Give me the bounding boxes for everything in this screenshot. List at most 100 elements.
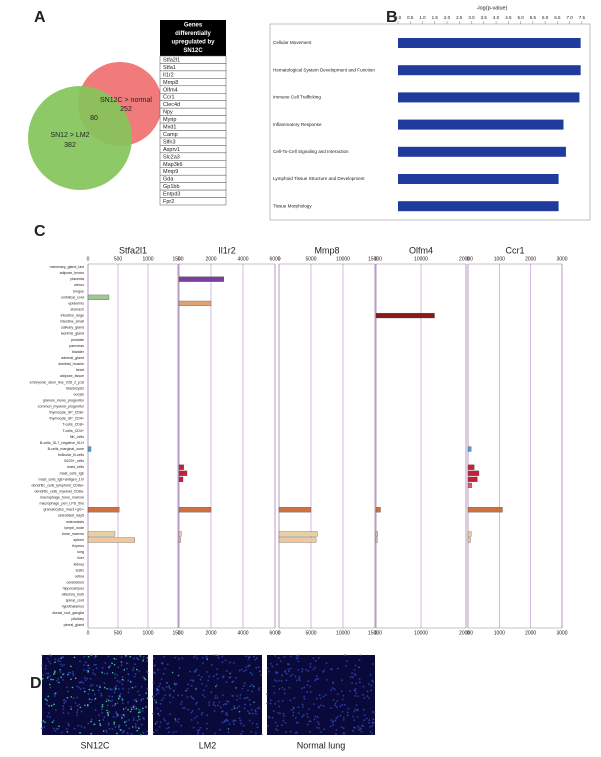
nucleus [113,704,116,707]
stain [238,710,241,713]
nucleus [222,694,224,697]
stain [106,711,109,714]
nucleus [146,670,149,673]
nucleus [138,670,141,672]
category-label: lymph_node [64,526,84,530]
nucleus [141,710,144,712]
nucleus [117,687,120,690]
stain [79,732,81,734]
nucleus [288,670,290,673]
table-header-text: Genes [184,23,203,29]
category-label: liver [77,556,84,560]
category-label: mast_cells_IgE+antigen_1hr [39,477,85,481]
table-cell [159,197,227,206]
nucleus [201,683,203,685]
nucleus [292,714,295,717]
nucleus [238,705,241,708]
bar [278,507,312,513]
nucleus [76,685,78,688]
nucleus [71,672,74,675]
nucleus [313,718,316,721]
nucleus [106,731,108,734]
category-label: mammary_gland_lact [50,265,84,269]
stain [107,714,110,717]
nucleus [297,677,300,680]
stain [99,724,102,727]
nucleus [48,660,50,663]
bar [375,507,381,513]
nucleus [260,674,262,676]
nucleus [290,655,292,658]
nucleus [318,727,321,729]
nucleus [359,727,361,730]
bar [278,531,318,537]
x-tick-label: 2.5 [456,15,463,20]
nucleus [266,702,268,705]
nucleus [248,698,251,701]
nucleus [242,724,245,727]
category-label: heart [76,368,84,372]
nucleus [315,675,318,677]
stain [143,677,146,680]
nucleus [159,682,162,685]
stain [71,686,74,689]
x-tick-label: 3000 [556,630,567,636]
table-cell-text: Myrip [163,117,176,123]
nucleus [269,702,272,705]
nucleus [205,655,208,658]
nucleus [309,665,312,668]
nucleus [44,667,47,670]
stain [116,732,118,735]
category-label: spinal_cord [66,599,84,603]
nucleus [84,676,86,679]
nucleus [246,696,249,699]
x-tick-label: 0 [467,256,470,262]
nucleus [83,726,86,729]
nucleus [247,710,249,713]
table-cell-text: Camp [163,132,178,138]
nucleus [250,708,253,711]
nucleus [236,707,239,709]
nucleus [74,702,77,704]
stain [129,655,132,658]
nucleus [181,657,184,660]
nucleus [186,687,189,690]
nucleus [331,721,334,724]
nucleus [154,672,157,674]
nucleus [302,714,305,716]
nucleus [342,694,345,697]
category-label: macrophage_bone_marrow [40,496,84,500]
nucleus [192,726,195,729]
nucleus [120,664,123,667]
nucleus [243,703,246,706]
stain [227,728,230,730]
bar [278,537,317,543]
stain [106,687,108,690]
nucleus [195,715,198,718]
nucleus [156,668,159,671]
nucleus [84,679,87,682]
nucleus [349,690,351,692]
nucleus [357,728,360,731]
category-label: lacrimal_gland [61,332,84,336]
nucleus [165,686,168,688]
nucleus [163,688,166,691]
category-label: macrophage_peri_LPS_thio [39,502,84,506]
nucleus [57,658,60,661]
category-label: osteoblast_day5 [58,514,84,518]
nucleus [283,692,286,695]
category-label: lung [77,550,84,554]
nucleus [90,718,93,721]
nucleus [162,672,165,675]
bar [178,531,182,537]
nucleus [136,719,139,722]
nucleus [194,670,196,673]
nucleus [180,724,183,727]
category-label: B-cells_GL7_negative_KLH [40,441,85,445]
nucleus [249,712,251,715]
x-tick-label: 0 [178,256,181,262]
stain [157,712,159,715]
x-tick-label: 6.5 [554,15,561,20]
nucleus [201,711,204,714]
nucleus [125,720,128,723]
